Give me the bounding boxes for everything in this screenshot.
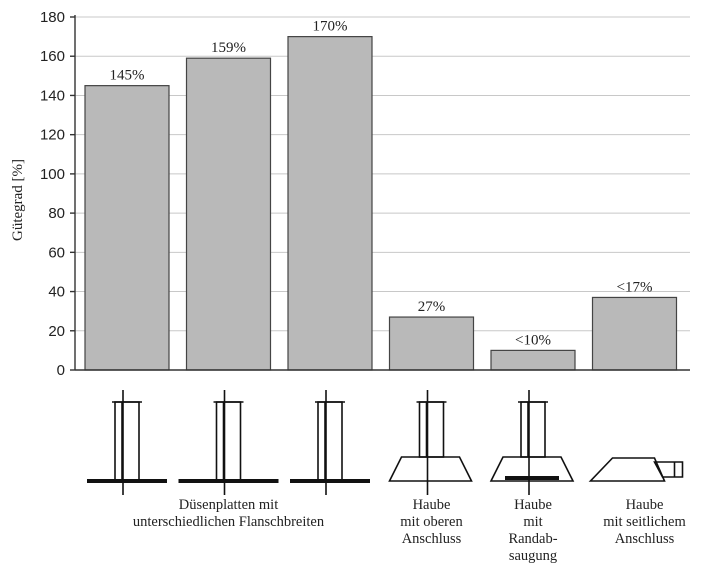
y-axis-label: Gütegrad [%] bbox=[10, 159, 26, 241]
group-caption-line: Haube bbox=[413, 497, 451, 513]
group-caption-line: mit oberen bbox=[400, 514, 463, 530]
group-caption-line: Anschluss bbox=[402, 531, 462, 547]
bar-illustration bbox=[178, 390, 279, 495]
bar bbox=[84, 85, 170, 371]
hood-shape bbox=[489, 456, 575, 482]
y-tick-label: 60 bbox=[48, 244, 65, 261]
data-label: 159% bbox=[211, 40, 246, 56]
y-tick-label: 140 bbox=[40, 87, 65, 104]
duct-outline bbox=[418, 401, 445, 458]
side-connection bbox=[653, 461, 684, 478]
data-label: 170% bbox=[313, 19, 348, 35]
hood-shape bbox=[388, 456, 473, 482]
group-caption-line: Anschluss bbox=[615, 531, 675, 547]
bar bbox=[388, 316, 475, 371]
data-label: <10% bbox=[515, 332, 551, 348]
duct-outline bbox=[317, 401, 343, 482]
bar bbox=[490, 349, 576, 371]
y-tick-label: 120 bbox=[40, 127, 65, 144]
illustrations bbox=[87, 390, 684, 495]
bars: 145% 159% 170% 27% <10% <17% bbox=[84, 19, 678, 371]
bar-illustration bbox=[87, 390, 167, 495]
group-caption-line: mit bbox=[523, 514, 542, 530]
bar-illustration bbox=[588, 457, 684, 482]
bar-illustration bbox=[388, 390, 473, 495]
group-caption-line: Randab- bbox=[508, 531, 557, 547]
gridlines bbox=[75, 16, 690, 332]
data-label: <17% bbox=[617, 279, 653, 295]
data-label: 27% bbox=[418, 299, 446, 315]
duct-outline bbox=[114, 401, 140, 482]
y-tick-label: 160 bbox=[40, 48, 65, 65]
y-tick-label: 100 bbox=[40, 166, 65, 183]
bar bbox=[287, 36, 373, 371]
group-caption-line: unterschiedlichen Flanschbreiten bbox=[133, 514, 325, 530]
duct-outline bbox=[215, 401, 242, 482]
y-tick-label: 20 bbox=[48, 323, 65, 340]
group-caption-line: Düsenplatten mit bbox=[179, 497, 278, 513]
y-tick-label: 80 bbox=[48, 205, 65, 222]
bar-illustration bbox=[290, 390, 370, 495]
duct-outline bbox=[520, 401, 546, 458]
bar-illustration bbox=[489, 390, 575, 495]
y-tick-label: 40 bbox=[48, 284, 65, 301]
hood-shape bbox=[588, 457, 666, 482]
y-tick-label: 0 bbox=[57, 362, 65, 379]
y-axis: 0 20 40 60 80 100 120 140 160 180 bbox=[40, 9, 690, 379]
data-label: 145% bbox=[110, 68, 145, 84]
bar bbox=[185, 57, 272, 371]
group-caption-line: Haube bbox=[626, 497, 664, 513]
group-caption-line: Haube bbox=[514, 497, 552, 513]
group-caption-line: saugung bbox=[509, 548, 557, 564]
group-caption-line: mit seitlichem bbox=[603, 514, 686, 530]
y-tick-label: 180 bbox=[40, 9, 65, 26]
bar bbox=[591, 296, 678, 371]
